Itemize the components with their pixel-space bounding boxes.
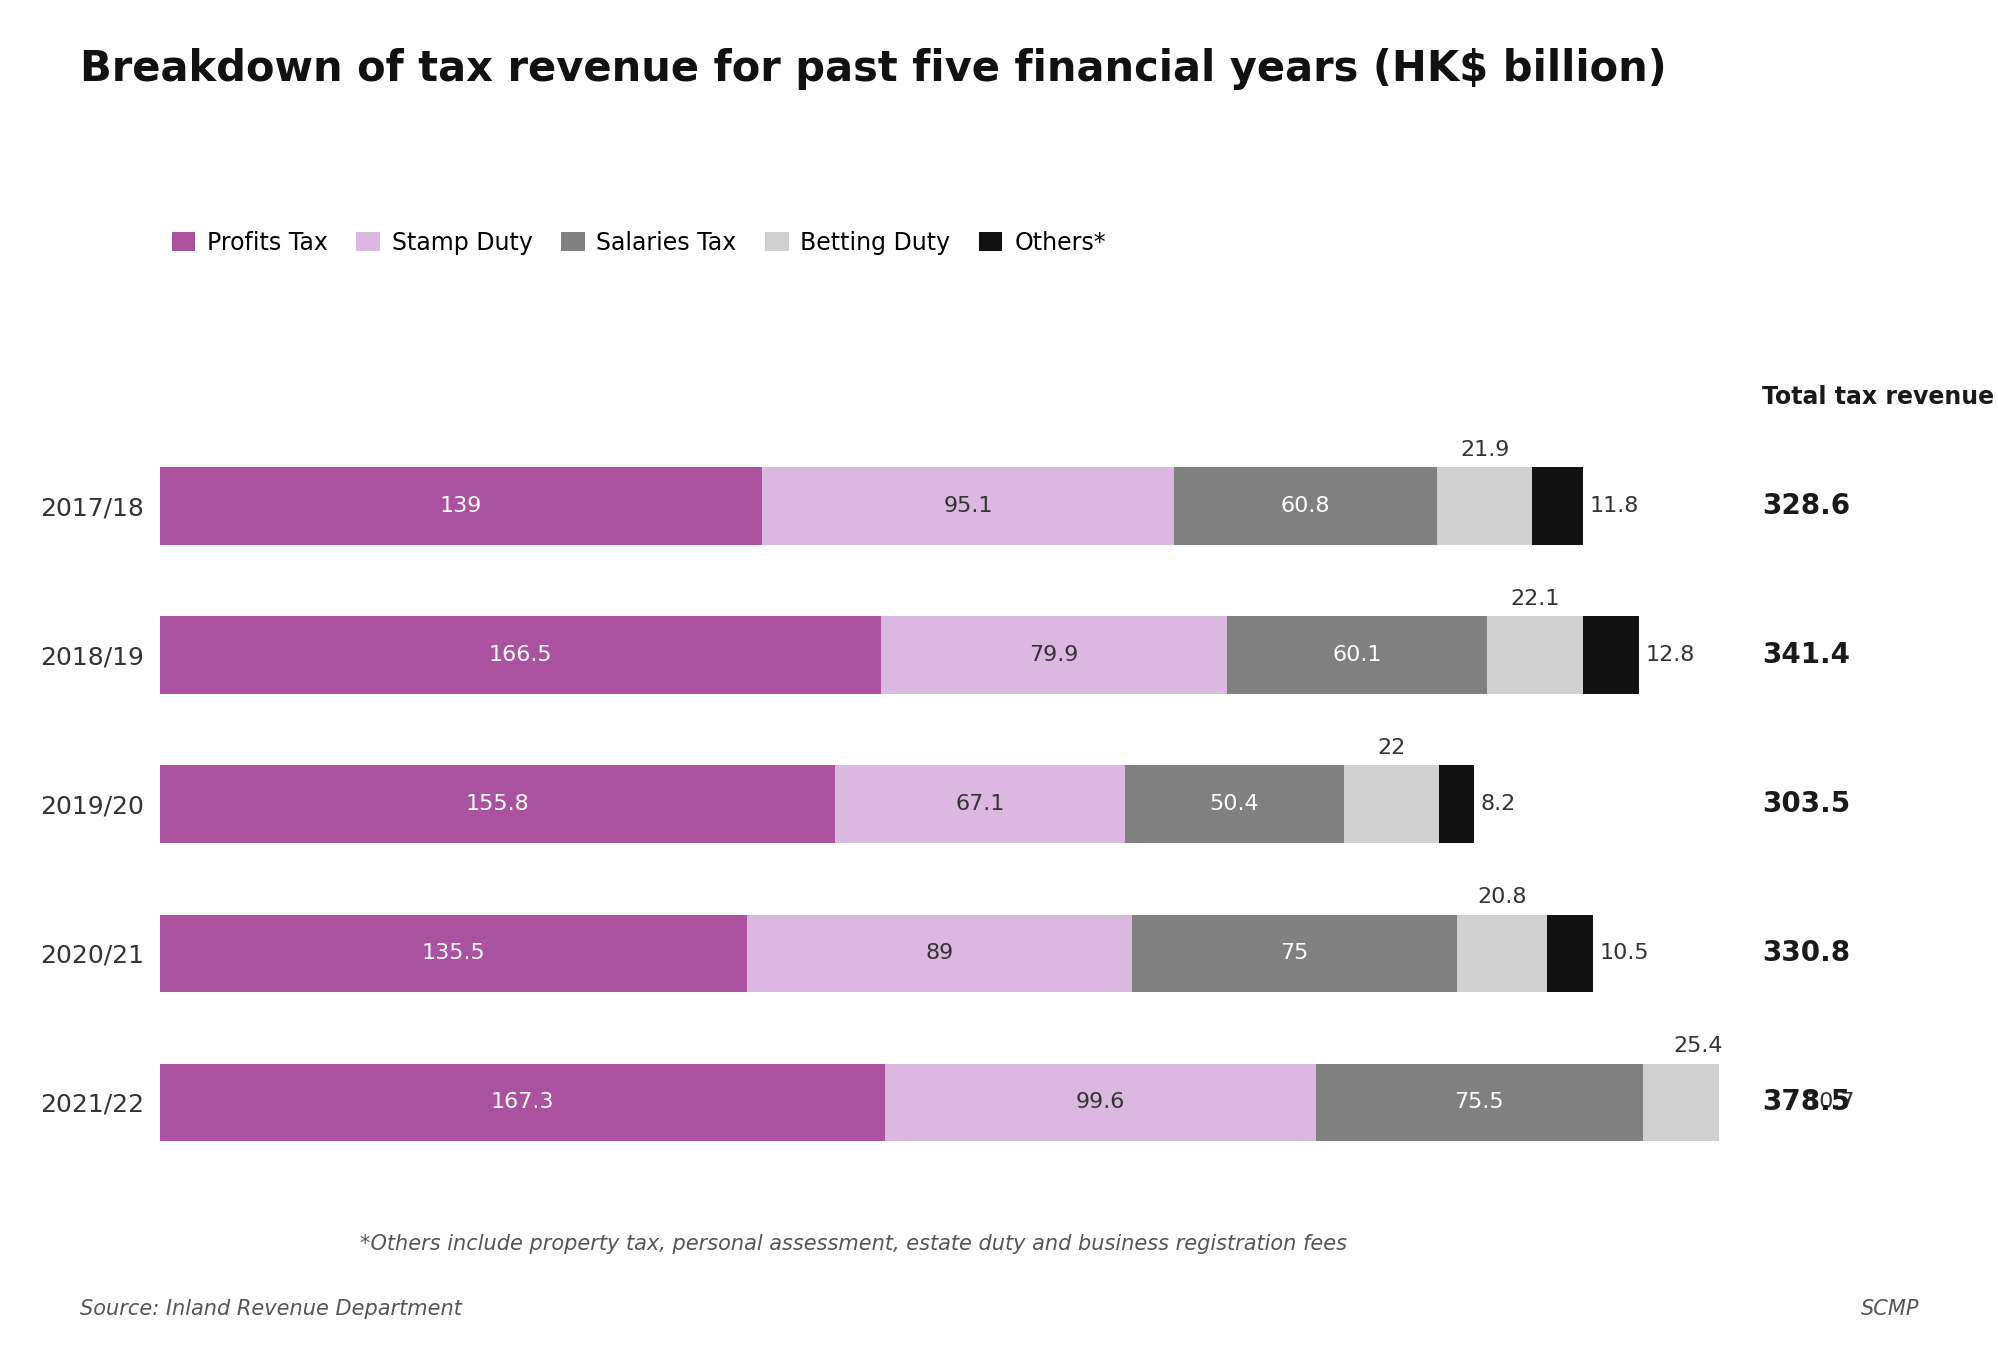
Text: Source: Inland Revenue Department: Source: Inland Revenue Department (80, 1299, 462, 1319)
Text: Breakdown of tax revenue for past five financial years (HK$ billion): Breakdown of tax revenue for past five f… (80, 48, 1666, 90)
Bar (160, 468, 761, 545)
Bar (1582, 616, 1638, 694)
Text: 11.8: 11.8 (1588, 496, 1638, 515)
Bar (160, 915, 747, 992)
Bar (1315, 1063, 1642, 1141)
Text: 330.8: 330.8 (1762, 939, 1850, 968)
Text: 12.8: 12.8 (1644, 645, 1694, 665)
Bar (835, 766, 1125, 842)
Bar (1227, 616, 1487, 694)
Text: 60.8: 60.8 (1281, 496, 1329, 515)
Bar (881, 616, 1227, 694)
Bar (747, 915, 1131, 992)
Bar (1173, 468, 1437, 545)
Bar (1439, 766, 1475, 842)
Text: 22: 22 (1377, 737, 1405, 758)
Text: 60.1: 60.1 (1333, 645, 1381, 665)
Text: SCMP: SCMP (1860, 1299, 1918, 1319)
Legend: Profits Tax, Stamp Duty, Salaries Tax, Betting Duty, Others*: Profits Tax, Stamp Duty, Salaries Tax, B… (172, 230, 1105, 255)
Text: 155.8: 155.8 (466, 795, 529, 814)
Text: 75.5: 75.5 (1455, 1093, 1502, 1112)
Bar (883, 1063, 1315, 1141)
Bar (1487, 616, 1582, 694)
Text: 50.4: 50.4 (1209, 795, 1259, 814)
Text: 135.5: 135.5 (422, 943, 486, 964)
Text: 75: 75 (1281, 943, 1309, 964)
Bar (160, 616, 881, 694)
Text: 166.5: 166.5 (488, 645, 551, 665)
Bar (1752, 1063, 1798, 1141)
Bar (160, 1063, 883, 1141)
Text: 67.1: 67.1 (955, 795, 1005, 814)
Bar (1437, 468, 1530, 545)
Text: 8.2: 8.2 (1481, 795, 1514, 814)
Text: 139: 139 (440, 496, 482, 515)
Bar (1131, 915, 1457, 992)
Text: 22.1: 22.1 (1510, 589, 1558, 609)
Text: 303.5: 303.5 (1762, 791, 1850, 818)
Bar (761, 468, 1173, 545)
Text: 328.6: 328.6 (1762, 492, 1850, 519)
Text: 167.3: 167.3 (490, 1093, 553, 1112)
Bar (1125, 766, 1343, 842)
Text: 341.4: 341.4 (1762, 641, 1850, 669)
Text: 25.4: 25.4 (1672, 1036, 1722, 1056)
Text: 99.6: 99.6 (1075, 1093, 1125, 1112)
Text: 10.5: 10.5 (1598, 943, 1648, 964)
Text: *Others include property tax, personal assessment, estate duty and business regi: *Others include property tax, personal a… (360, 1234, 1347, 1254)
Text: 79.9: 79.9 (1029, 645, 1079, 665)
Text: 89: 89 (925, 943, 953, 964)
Bar (1530, 468, 1582, 545)
Text: Total tax revenue: Total tax revenue (1762, 384, 1994, 409)
Bar (1457, 915, 1546, 992)
Bar (1343, 766, 1439, 842)
Bar (1546, 915, 1592, 992)
Bar (160, 766, 835, 842)
Text: 378.5: 378.5 (1762, 1089, 1850, 1116)
Text: 21.9: 21.9 (1459, 440, 1508, 459)
Text: 10.7: 10.7 (1804, 1093, 1854, 1112)
Text: 20.8: 20.8 (1477, 887, 1526, 908)
Bar (1642, 1063, 1752, 1141)
Text: 95.1: 95.1 (943, 496, 993, 515)
